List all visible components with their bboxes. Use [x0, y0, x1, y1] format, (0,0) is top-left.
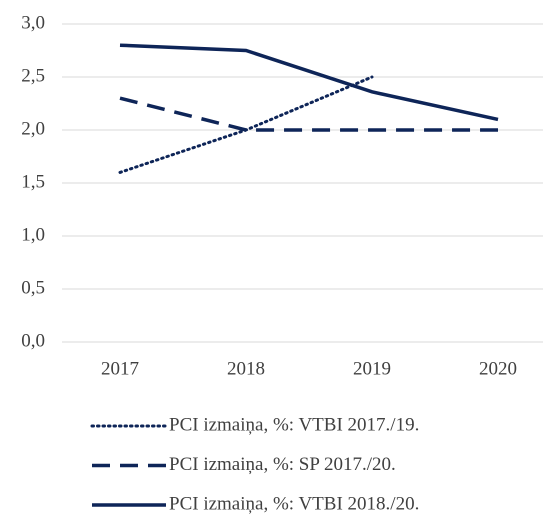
y-tick-label: 1,5 [21, 171, 45, 192]
series-line [119, 43, 499, 122]
legend-label: PCI izmaiņa, %: SP 2017./20. [169, 454, 396, 475]
x-tick-label: 2019 [353, 358, 391, 379]
x-tick-label: 2017 [101, 358, 139, 379]
y-tick-label: 0,5 [21, 277, 45, 298]
x-tick-label: 2018 [227, 358, 265, 379]
legend-label: PCI izmaiņa, %: VTBI 2017./19. [169, 414, 419, 435]
y-tick-label: 2,5 [21, 65, 45, 86]
series-line [119, 96, 498, 132]
x-tick-label: 2020 [479, 358, 517, 379]
y-tick-label: 0,0 [21, 330, 45, 351]
y-tick-label: 1,0 [21, 224, 45, 245]
y-tick-label: 3,0 [21, 12, 45, 33]
legend-label: PCI izmaiņa, %: VTBI 2018./20. [169, 493, 419, 514]
series-line [118, 75, 374, 174]
y-tick-label: 2,0 [21, 118, 45, 139]
